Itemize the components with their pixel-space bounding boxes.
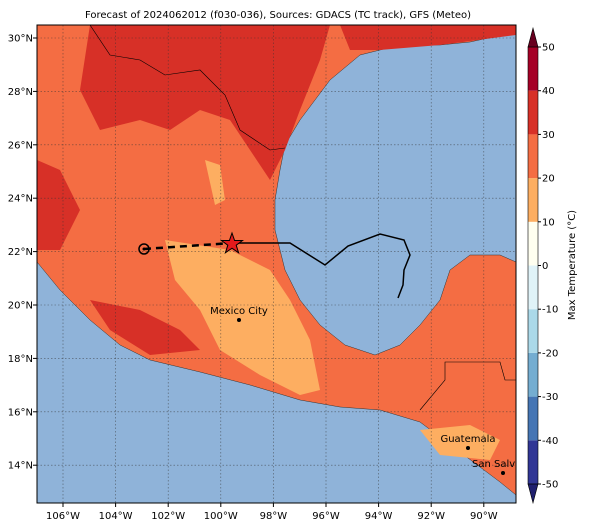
lat-tick-label: 30°N (8, 34, 33, 45)
lon-tick-label: 92°W (417, 511, 445, 522)
city-dot (237, 318, 241, 322)
city-dot (501, 471, 505, 475)
colorbar-segment (528, 309, 538, 353)
title: Forecast of 2024062012 (f030-036), Sourc… (85, 10, 471, 21)
colorbar-segment (528, 440, 538, 484)
map-frame (36, 24, 517, 504)
lon-tick-label: 90°W (470, 511, 498, 522)
colorbar-segment (528, 396, 538, 441)
mild-region (205, 160, 225, 205)
lat-tick-label: 26°N (8, 140, 33, 151)
mild-region (420, 425, 500, 460)
colorbar-tick-label: 50 (542, 43, 555, 54)
lat-tick-label: 20°N (8, 301, 33, 312)
lat-tick-label: 14°N (8, 461, 33, 472)
warm-region (90, 300, 200, 355)
lon-tick-label: 100°W (204, 511, 238, 522)
lon-tick-label: 96°W (312, 511, 340, 522)
colorbar-segment (528, 221, 538, 266)
track-forecast (143, 241, 233, 251)
colorbar-label: Max Temperature (°C) (567, 210, 578, 320)
lon-tick-label: 94°W (365, 511, 393, 522)
land (37, 25, 516, 496)
warm-region (80, 25, 330, 180)
colorbar-tick-label: -20 (542, 348, 558, 359)
colorbar-tick-label: -50 (542, 480, 558, 491)
colorbar-segment (528, 90, 538, 135)
lon-tick-label: 104°W (99, 511, 133, 522)
colorbar-tick-label: 0 (542, 261, 548, 272)
track-start (138, 243, 150, 255)
track (232, 233, 411, 299)
colorbar-tick-label: 20 (542, 174, 555, 185)
colorbar-tick-label: -30 (542, 392, 558, 403)
colorbar-segment (528, 47, 538, 91)
city-label: Mexico City (210, 306, 268, 317)
colorbar-segment (528, 265, 538, 310)
lat-tick-label: 24°N (8, 194, 33, 205)
colorbar-extend (527, 26, 539, 48)
city-dot (466, 446, 470, 450)
colorbar-tick-label: 30 (542, 130, 555, 141)
lat-tick-label: 28°N (8, 87, 33, 98)
colorbar-tick-label: 10 (542, 217, 555, 228)
lat-tick-label: 22°N (8, 247, 33, 258)
colorbar-segment (528, 352, 538, 397)
mild-region (165, 240, 320, 395)
border (89, 25, 516, 411)
city-label: Guatemala (440, 434, 495, 445)
colorbar: -50 -40 -30 -20 -10 0 10 20 30 40 50 (527, 26, 558, 505)
warm-region (37, 160, 80, 250)
city-label: San Salvad (472, 459, 528, 470)
lon-tick-label: 102°W (151, 511, 185, 522)
map: Mexico City Guatemala San Salvad (37, 25, 528, 503)
lat-tick-label: 18°N (8, 354, 33, 365)
storm-position (219, 231, 245, 255)
lon-tick-label: 98°W (260, 511, 288, 522)
colorbar-tick-label: -10 (542, 305, 558, 316)
graticule (37, 25, 516, 503)
colorbar-segment (528, 134, 538, 179)
colorbar-segment (528, 178, 538, 222)
track-start (142, 247, 146, 251)
colorbar-extend (527, 483, 539, 505)
colorbar-tick-label: -40 (542, 436, 558, 447)
warm-region (340, 25, 516, 50)
lon-tick-label: 106°W (46, 511, 80, 522)
lat-tick-label: 16°N (8, 407, 33, 418)
colorbar-tick-label: 40 (542, 86, 555, 97)
